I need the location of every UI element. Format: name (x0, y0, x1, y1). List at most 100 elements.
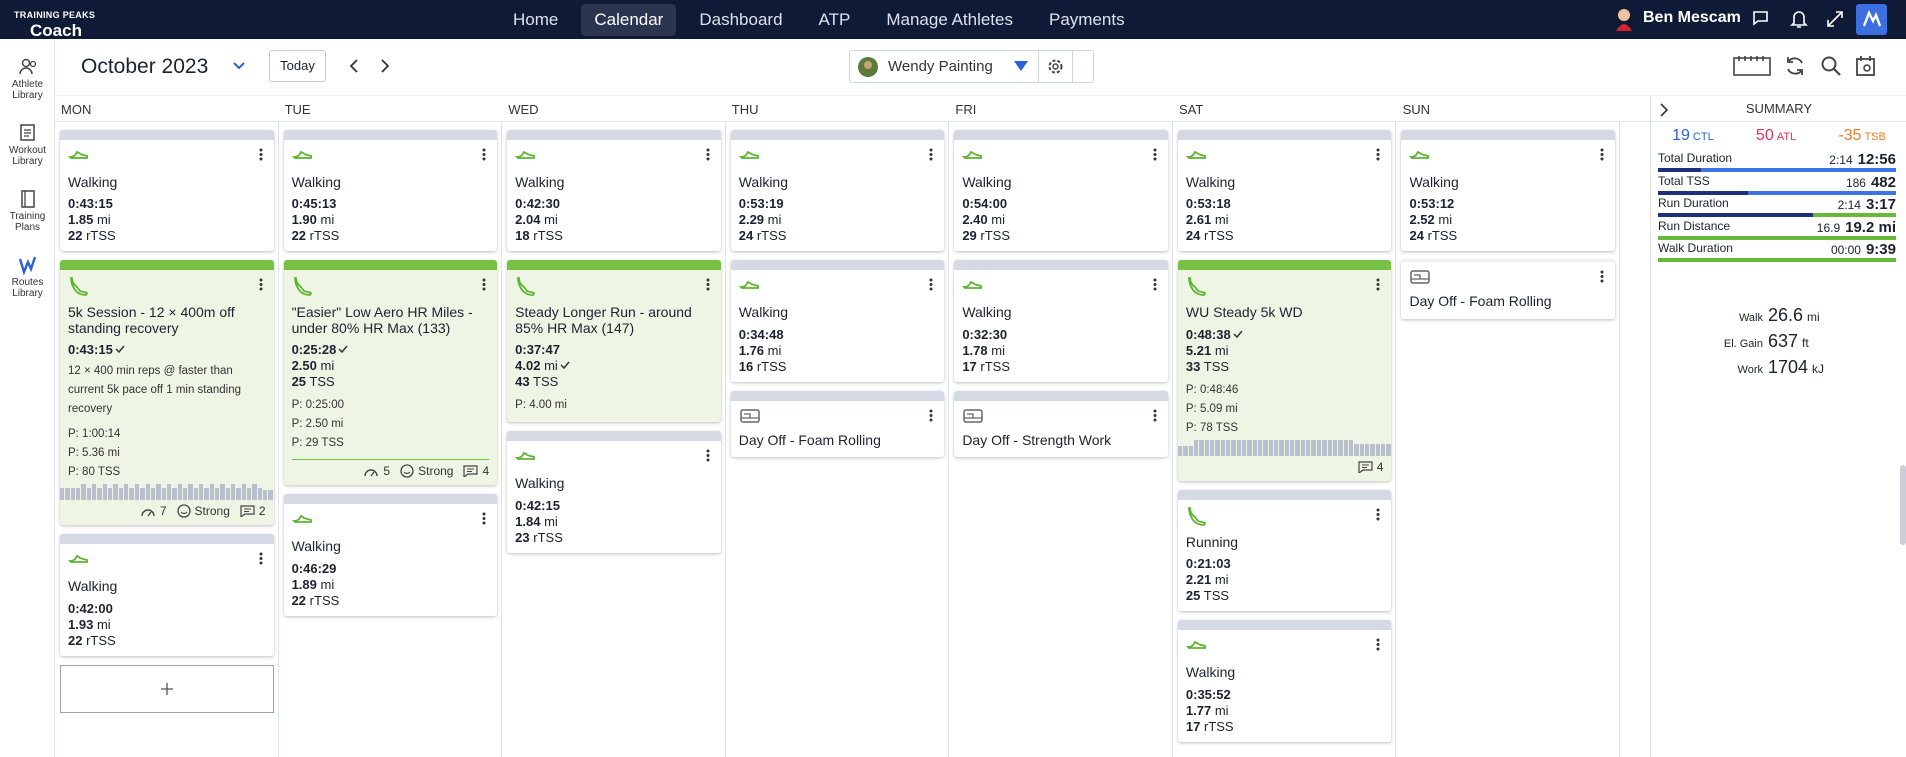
metric-value: 43 (515, 374, 530, 390)
card-title: Day Off - Foam Rolling (738, 431, 881, 448)
athlete-dropdown[interactable] (1013, 60, 1029, 72)
sidebar-item[interactable]: Training Plans (0, 189, 55, 233)
sport-icon (1185, 640, 1206, 650)
prev-button[interactable] (348, 58, 360, 74)
summary-row: Run Distance 16.9 19.2 mi (1658, 219, 1896, 240)
structure-step (247, 488, 252, 501)
workout-card[interactable]: Walking 0:53:19 2.29 mi 24 rTSS (730, 130, 945, 252)
nav-link[interactable]: Dashboard (699, 9, 783, 29)
workout-card[interactable]: Walking 0:43:15 1.85 mi 22 rTSS (60, 130, 274, 252)
month-title[interactable]: October 2023 (81, 55, 209, 78)
card-menu[interactable] (705, 148, 711, 161)
card-menu[interactable] (705, 449, 711, 462)
card-menu[interactable] (705, 278, 711, 291)
structure-step (231, 484, 236, 501)
card-menu[interactable] (1375, 638, 1381, 651)
workout-card[interactable]: Running 0:21:03 2.21 mi 25 TSS (1177, 489, 1392, 612)
nav-link[interactable]: Manage Athletes (886, 9, 1013, 29)
athlete-selector[interactable]: Wendy Painting (849, 50, 1094, 83)
app-logo[interactable] (1856, 4, 1887, 35)
sidebar-item[interactable]: Routes Library (0, 255, 55, 299)
planned-line: P: 29 TSS (291, 437, 344, 450)
card-menu[interactable] (1375, 508, 1381, 521)
sport-icon (1185, 150, 1206, 159)
summary-title: SUMMARY (1745, 101, 1813, 116)
workout-card[interactable]: Day Off - Strength Work (954, 390, 1168, 458)
card-menu[interactable] (258, 148, 264, 161)
feeling: Strong (176, 504, 230, 518)
workout-card[interactable]: Day Off - Foam Rolling (1401, 260, 1616, 319)
avatar[interactable] (1614, 7, 1634, 31)
workout-card[interactable]: Day Off - Foam Rolling (730, 390, 945, 458)
card-menu[interactable] (928, 278, 934, 291)
messages-icon[interactable] (1752, 9, 1772, 29)
progress-segment (1812, 213, 1896, 217)
bell-icon[interactable] (1789, 9, 1809, 29)
workout-card[interactable]: Walking 0:42:15 1.84 mi 23 rTSS (507, 431, 721, 553)
card-menu[interactable] (481, 148, 487, 161)
metric-value: 1.84 (515, 513, 541, 529)
settings-button[interactable] (1038, 50, 1073, 83)
workout-card[interactable]: Walking 0:45:13 1.90 mi 22 rTSS (283, 130, 498, 252)
row-values: 2:14 3:17 (1838, 196, 1896, 213)
refresh-icon[interactable] (1784, 55, 1806, 77)
card-body: Walking 0:53:19 2.29 mi 24 rTSS (731, 140, 945, 251)
workout-card[interactable]: Walking 0:46:29 1.89 mi 22 rTSS (283, 494, 498, 616)
metric-unit: TSS (1203, 588, 1230, 604)
card-menu[interactable] (1599, 148, 1605, 161)
workout-card[interactable]: Walking 0:35:52 1.77 mi 17 rTSS (1177, 620, 1392, 742)
add-workout[interactable] (60, 664, 274, 713)
today-button[interactable]: Today (269, 50, 326, 82)
metric-unit: mi (1214, 572, 1229, 588)
workout-card[interactable]: Walking 0:32:30 1.78 mi 17 rTSS (954, 260, 1168, 382)
card-menu[interactable] (1375, 278, 1381, 291)
user-name[interactable]: Ben Mescam (1643, 9, 1741, 26)
nav-link[interactable]: Calendar (581, 3, 677, 36)
workout-card[interactable]: Walking 0:34:48 1.76 mi 16 rTSS (730, 260, 945, 382)
card-menu[interactable] (928, 148, 934, 161)
search-icon[interactable] (1820, 55, 1842, 77)
workout-card[interactable]: Walking 0:53:12 2.52 mi 24 rTSS (1401, 130, 1616, 252)
card-menu[interactable] (1599, 270, 1605, 283)
card-menu[interactable] (928, 409, 934, 422)
card-menu[interactable] (258, 278, 264, 291)
card-menu[interactable] (1375, 148, 1381, 161)
workout-card[interactable]: "Easier" Low Aero HR Miles - under 80% H… (283, 260, 498, 486)
collapse-arrow[interactable] (1659, 103, 1669, 117)
card-menu[interactable] (481, 512, 487, 525)
sport-icon (293, 277, 312, 297)
nav-link[interactable]: ATP (818, 9, 851, 29)
nav-link[interactable]: Payments (1049, 9, 1125, 29)
structure-step (145, 484, 150, 501)
month-dropdown[interactable] (233, 61, 245, 71)
calendar-settings-icon[interactable] (1855, 55, 1877, 77)
workout-card[interactable]: Steady Longer Run - around 85% HR Max (1… (507, 260, 721, 423)
workout-card[interactable]: Walking 0:42:30 2.04 mi 18 rTSS (507, 130, 721, 252)
structure-step (1295, 439, 1300, 456)
card-body: Walking 0:34:48 1.76 mi 16 rTSS (731, 270, 945, 381)
metric: 2.52 mi (1409, 212, 1607, 228)
card-menu[interactable] (1152, 148, 1158, 161)
nav-link[interactable]: Home (513, 9, 559, 29)
structure-step (172, 488, 177, 501)
sidebar-item[interactable]: Workout Library (0, 123, 55, 167)
workout-card[interactable]: Walking 0:54:00 2.40 mi 29 rTSS (954, 130, 1168, 252)
card-body: Walking 0:42:15 1.84 mi 23 rTSS (507, 441, 721, 552)
workout-card[interactable]: 5k Session - 12 × 400m off standing reco… (60, 260, 274, 526)
card-menu[interactable] (1152, 409, 1158, 422)
brand[interactable]: TRAINING PEAKS Coach (14, 6, 95, 40)
workout-card[interactable]: Walking 0:53:18 2.61 mi 24 rTSS (1177, 130, 1392, 252)
workout-card[interactable]: Walking 0:42:00 1.93 mi 22 rTSS (60, 534, 274, 656)
card-menu[interactable] (481, 278, 487, 291)
card-menu[interactable] (1152, 278, 1158, 291)
card-menu[interactable] (258, 552, 264, 565)
next-button[interactable] (379, 58, 391, 74)
sidebar-item[interactable]: Athlete Library (0, 57, 55, 101)
expand-icon[interactable] (1825, 9, 1845, 29)
structure-step (177, 484, 182, 501)
workout-card[interactable]: WU Steady 5k WD 0:48:38 5.21 mi 33 TSS P: 0:… (1177, 260, 1392, 481)
row-done: 16.9 (1816, 220, 1841, 235)
day-name: SAT (1179, 102, 1204, 117)
planned-line: P: 5.09 mi (1185, 402, 1238, 415)
week-view-icon[interactable] (1733, 55, 1771, 77)
